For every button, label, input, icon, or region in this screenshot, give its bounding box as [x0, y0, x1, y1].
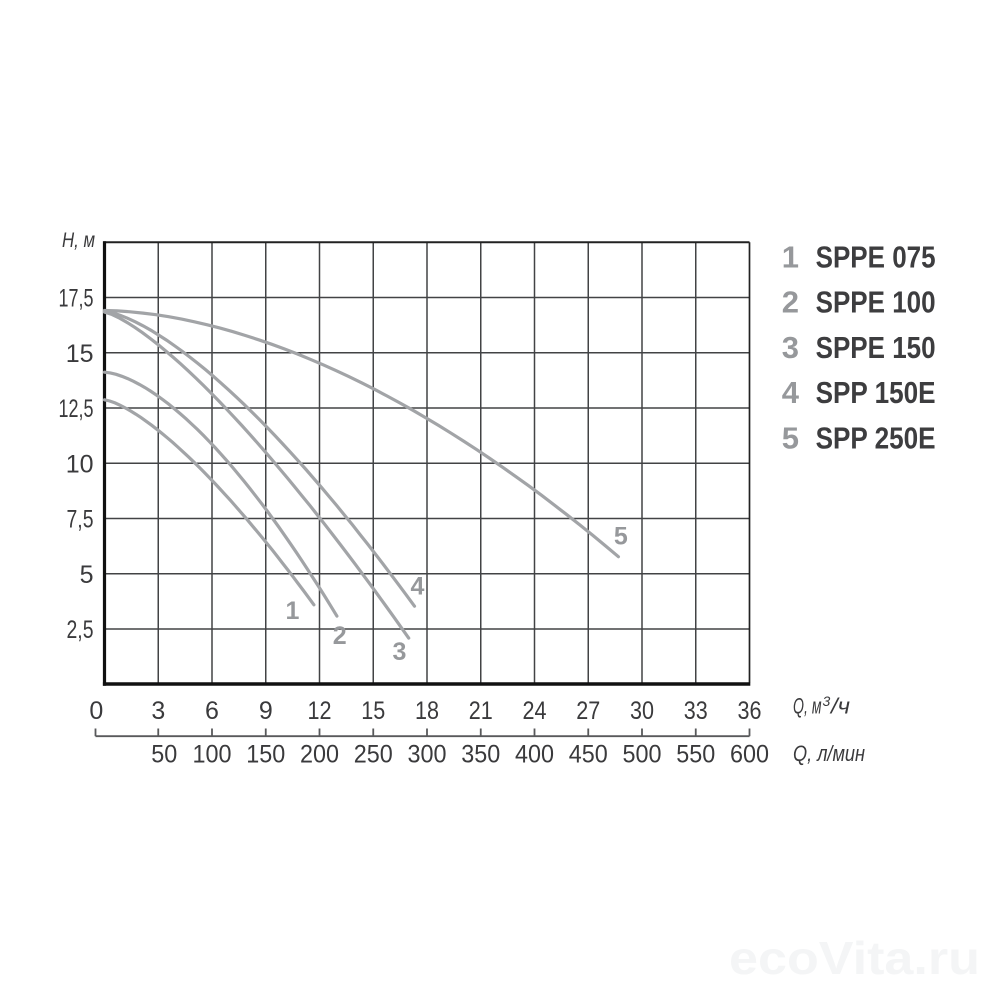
svg-text:18: 18 [415, 697, 439, 725]
svg-text:6: 6 [205, 697, 219, 725]
svg-text:12: 12 [308, 697, 332, 725]
svg-text:5: 5 [782, 420, 799, 455]
svg-text:2,5: 2,5 [67, 616, 94, 644]
svg-text:300: 300 [408, 741, 447, 769]
svg-text:36: 36 [738, 697, 762, 725]
svg-text:SPPE 150: SPPE 150 [816, 330, 936, 365]
svg-text:15: 15 [361, 697, 385, 725]
svg-text:4: 4 [410, 573, 424, 601]
svg-text:H, м: H, м [62, 229, 95, 252]
svg-text:2: 2 [333, 622, 347, 650]
svg-text:Q, л/мин: Q, л/мин [793, 741, 865, 766]
svg-text:9: 9 [259, 697, 273, 725]
svg-text:5: 5 [614, 523, 628, 551]
svg-text:1: 1 [782, 239, 799, 274]
svg-text:550: 550 [676, 741, 715, 769]
svg-text:3: 3 [393, 638, 407, 666]
svg-text:0: 0 [89, 697, 103, 725]
svg-text:1: 1 [286, 597, 300, 625]
svg-text:350: 350 [461, 741, 500, 769]
svg-text:21: 21 [469, 697, 493, 725]
svg-text:SPPE 100: SPPE 100 [816, 285, 936, 320]
svg-text:2: 2 [782, 285, 799, 320]
svg-text:100: 100 [193, 741, 232, 769]
svg-text:150: 150 [246, 741, 285, 769]
svg-text:450: 450 [569, 741, 608, 769]
svg-text:500: 500 [623, 741, 662, 769]
svg-text:SPPE 075: SPPE 075 [816, 239, 936, 274]
svg-text:4: 4 [782, 375, 800, 410]
svg-text:7,5: 7,5 [67, 506, 94, 534]
svg-text:10: 10 [66, 450, 94, 478]
svg-text:15: 15 [66, 340, 94, 368]
svg-text:200: 200 [300, 741, 339, 769]
svg-text:17,5: 17,5 [59, 285, 94, 313]
svg-text:ecoVita.ru: ecoVita.ru [729, 932, 980, 984]
svg-text:50: 50 [151, 741, 177, 769]
svg-text:SPP 250E: SPP 250E [816, 420, 936, 455]
svg-text:600: 600 [730, 741, 769, 769]
svg-text:400: 400 [515, 741, 554, 769]
svg-text:250: 250 [354, 741, 393, 769]
svg-text:/ч: /ч [829, 694, 850, 719]
svg-text:33: 33 [684, 697, 708, 725]
svg-text:3: 3 [151, 697, 165, 725]
svg-text:SPP 150E: SPP 150E [816, 375, 936, 410]
svg-text:24: 24 [523, 697, 547, 725]
svg-text:5: 5 [80, 561, 94, 589]
svg-text:27: 27 [576, 697, 600, 725]
svg-text:Q, м: Q, м [793, 694, 822, 719]
svg-text:30: 30 [630, 697, 654, 725]
svg-text:3: 3 [782, 330, 799, 365]
svg-text:3: 3 [823, 693, 831, 709]
svg-text:12,5: 12,5 [59, 395, 94, 423]
